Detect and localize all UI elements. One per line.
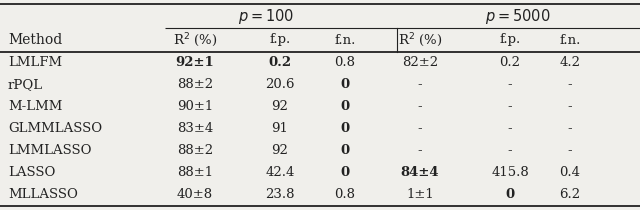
Text: 0.8: 0.8 — [335, 189, 355, 202]
Text: -: - — [508, 122, 512, 135]
Text: 0: 0 — [340, 144, 349, 158]
Text: 88±2: 88±2 — [177, 79, 213, 92]
Text: 1±1: 1±1 — [406, 189, 434, 202]
Text: -: - — [418, 79, 422, 92]
Text: R$^2$ (%): R$^2$ (%) — [173, 31, 217, 49]
Text: -: - — [418, 122, 422, 135]
Text: MLLASSO: MLLASSO — [8, 189, 78, 202]
Text: $p = 100$: $p = 100$ — [238, 8, 294, 26]
Text: 23.8: 23.8 — [265, 189, 295, 202]
Text: -: - — [568, 144, 572, 158]
Text: 92: 92 — [271, 101, 289, 113]
Text: 40±8: 40±8 — [177, 189, 213, 202]
Text: f.n.: f.n. — [559, 34, 580, 46]
Text: LMLFM: LMLFM — [8, 56, 62, 70]
Text: 90±1: 90±1 — [177, 101, 213, 113]
Text: R$^2$ (%): R$^2$ (%) — [398, 31, 442, 49]
Text: -: - — [508, 101, 512, 113]
Text: 0: 0 — [506, 189, 515, 202]
Text: -: - — [568, 122, 572, 135]
Text: LMMLASSO: LMMLASSO — [8, 144, 92, 158]
Text: 0: 0 — [340, 122, 349, 135]
Text: 84±4: 84±4 — [401, 167, 439, 180]
Text: 42.4: 42.4 — [266, 167, 294, 180]
Text: 88±1: 88±1 — [177, 167, 213, 180]
Text: M-LMM: M-LMM — [8, 101, 62, 113]
Text: 0.4: 0.4 — [559, 167, 580, 180]
Text: 0.2: 0.2 — [499, 56, 520, 70]
Text: 91: 91 — [271, 122, 289, 135]
Text: 82±2: 82±2 — [402, 56, 438, 70]
Text: -: - — [508, 79, 512, 92]
Text: 20.6: 20.6 — [265, 79, 295, 92]
Text: -: - — [418, 144, 422, 158]
Text: $p = 5000$: $p = 5000$ — [485, 8, 551, 26]
Text: LASSO: LASSO — [8, 167, 56, 180]
Text: rPQL: rPQL — [8, 79, 43, 92]
Text: -: - — [418, 101, 422, 113]
Text: 88±2: 88±2 — [177, 144, 213, 158]
Text: 0: 0 — [340, 101, 349, 113]
Text: 6.2: 6.2 — [559, 189, 580, 202]
Text: 83±4: 83±4 — [177, 122, 213, 135]
Text: Method: Method — [8, 33, 62, 47]
Text: 0.8: 0.8 — [335, 56, 355, 70]
Text: GLMMLASSO: GLMMLASSO — [8, 122, 102, 135]
Text: -: - — [568, 101, 572, 113]
Text: 92: 92 — [271, 144, 289, 158]
Text: 92±1: 92±1 — [175, 56, 214, 70]
Text: f.n.: f.n. — [334, 34, 356, 46]
Text: f.p.: f.p. — [499, 34, 520, 46]
Text: 4.2: 4.2 — [559, 56, 580, 70]
Text: -: - — [508, 144, 512, 158]
Text: -: - — [568, 79, 572, 92]
Text: 0.2: 0.2 — [268, 56, 292, 70]
Text: 0: 0 — [340, 167, 349, 180]
Text: 0: 0 — [340, 79, 349, 92]
Text: f.p.: f.p. — [269, 34, 291, 46]
Text: 415.8: 415.8 — [491, 167, 529, 180]
